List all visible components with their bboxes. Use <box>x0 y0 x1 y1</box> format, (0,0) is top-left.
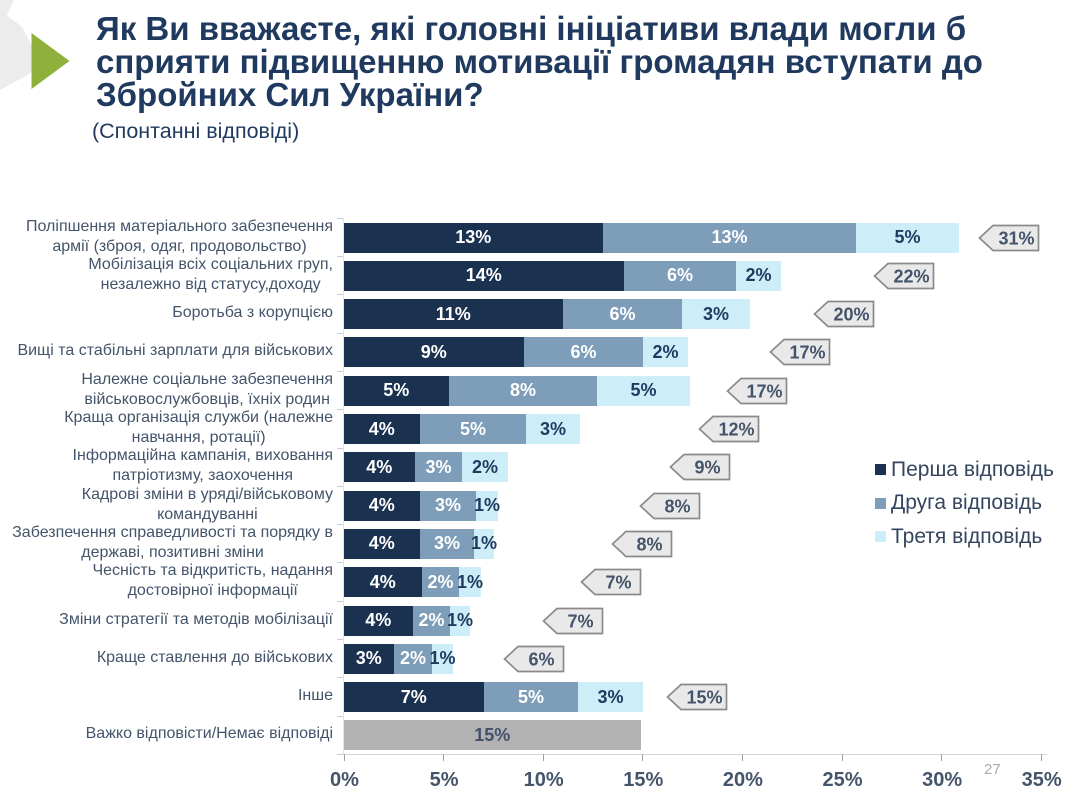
svg-text:15%: 15% <box>686 688 722 708</box>
svg-text:31%: 31% <box>998 228 1034 248</box>
svg-text:12%: 12% <box>718 420 754 440</box>
svg-text:7%: 7% <box>605 573 631 593</box>
svg-text:20%: 20% <box>833 305 869 325</box>
svg-text:8%: 8% <box>636 534 662 554</box>
svg-text:6%: 6% <box>528 649 554 669</box>
svg-text:17%: 17% <box>746 381 782 401</box>
svg-text:7%: 7% <box>567 611 593 631</box>
svg-text:8%: 8% <box>664 496 690 516</box>
svg-text:17%: 17% <box>789 343 825 363</box>
svg-text:9%: 9% <box>694 458 720 478</box>
svg-text:22%: 22% <box>893 266 929 286</box>
